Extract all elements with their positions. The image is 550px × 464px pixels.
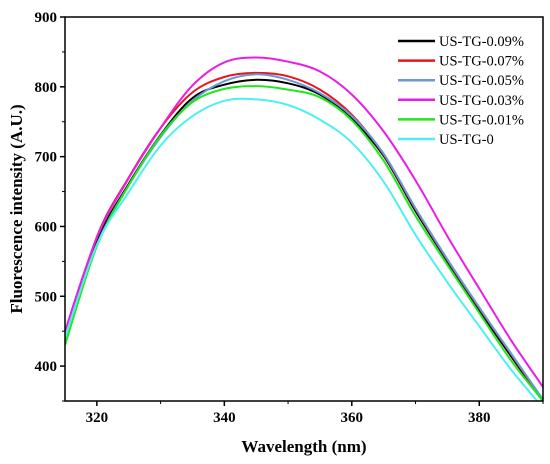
legend-label-3: US-TG-0.03% (439, 93, 524, 109)
y-tick-label: 900 (35, 10, 58, 26)
y-tick-label: 600 (35, 219, 58, 235)
series-line-3 (65, 56, 543, 388)
x-axis: 320 340 360 380 (86, 401, 544, 426)
y-tick-label: 700 (35, 150, 58, 166)
y-axis-title: Fluorescence intensity (A.U.) (7, 104, 26, 313)
legend-label-4: US-TG-0.01% (439, 112, 524, 128)
x-axis-title: Wavelength (nm) (241, 437, 366, 456)
legend-label-5: US-TG-0 (439, 132, 494, 148)
y-tick-label: 500 (35, 289, 58, 305)
x-tick-label: 360 (341, 410, 364, 426)
legend-label-1: US-TG-0.07% (439, 54, 524, 70)
legend: US-TG-0.09% US-TG-0.07% US-TG-0.05% US-TG-0… (398, 34, 524, 148)
y-axis: 400 500 600 700 800 900 (35, 10, 65, 402)
y-tick-label: 800 (35, 80, 58, 96)
y-tick-label: 400 (35, 359, 58, 375)
x-tick-label: 340 (213, 410, 236, 426)
series-line-5 (65, 97, 539, 401)
plot-frame (64, 16, 544, 402)
series-line-4 (65, 85, 543, 401)
x-tick-label: 320 (86, 410, 109, 426)
legend-label-0: US-TG-0.09% (439, 34, 524, 50)
legend-label-2: US-TG-0.05% (439, 73, 524, 89)
x-tick-label: 380 (468, 410, 491, 426)
series-lines (65, 56, 543, 401)
